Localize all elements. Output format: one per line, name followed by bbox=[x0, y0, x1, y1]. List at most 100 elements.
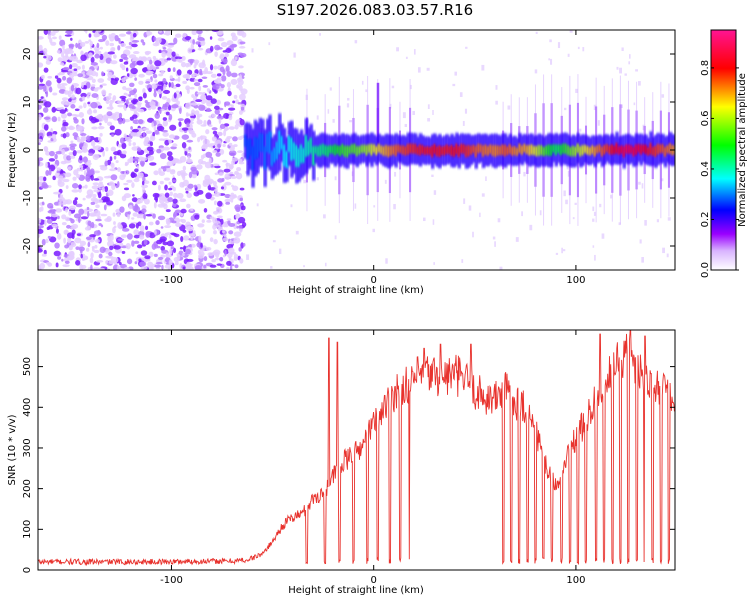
noise-speckle bbox=[327, 109, 330, 114]
noise-speckle bbox=[99, 132, 103, 137]
carrier-cell bbox=[511, 146, 515, 156]
noise-speckle bbox=[515, 237, 519, 242]
noise-speckle bbox=[499, 266, 503, 270]
noise-speckle bbox=[56, 167, 62, 171]
noise-speckle bbox=[173, 211, 178, 217]
noise-speckle bbox=[54, 75, 59, 79]
noise-speckle bbox=[181, 142, 187, 149]
noise-speckle bbox=[87, 241, 91, 248]
noise-speckle bbox=[164, 139, 170, 146]
carrier-cell bbox=[537, 144, 541, 156]
noise-speckle bbox=[107, 71, 113, 79]
noise-speckle bbox=[90, 201, 96, 206]
noise-speckle bbox=[80, 50, 84, 56]
noise-speckle bbox=[391, 85, 395, 89]
noise-speckle bbox=[95, 30, 102, 33]
noise-speckle bbox=[225, 162, 229, 169]
noise-speckle bbox=[210, 98, 217, 104]
carrier-cell bbox=[460, 143, 464, 154]
noise-speckle bbox=[43, 30, 49, 35]
noise-speckle bbox=[71, 94, 75, 99]
noise-speckle bbox=[167, 266, 171, 270]
noise-speckle bbox=[81, 96, 86, 101]
noise-speckle bbox=[141, 208, 147, 214]
noise-speckle bbox=[47, 135, 54, 139]
noise-speckle bbox=[129, 82, 135, 88]
noise-speckle bbox=[52, 133, 57, 140]
noise-speckle bbox=[110, 77, 115, 81]
noise-speckle bbox=[109, 168, 116, 172]
noise-speckle bbox=[104, 218, 112, 222]
y-tick-label: 20 bbox=[22, 48, 33, 61]
carrier-cell bbox=[547, 144, 551, 156]
noise-speckle bbox=[244, 170, 248, 174]
noise-speckle bbox=[128, 54, 137, 59]
carrier-cell bbox=[377, 143, 381, 153]
noise-speckle bbox=[163, 89, 171, 94]
carrier-cell bbox=[278, 130, 282, 154]
noise-speckle bbox=[232, 185, 239, 192]
noise-speckle bbox=[121, 250, 126, 255]
carrier-cell bbox=[256, 138, 260, 158]
noise-speckle bbox=[268, 42, 271, 46]
noise-speckle bbox=[171, 220, 177, 224]
carrier-cell bbox=[404, 146, 408, 156]
carrier-cell bbox=[596, 145, 600, 154]
noise-speckle bbox=[53, 250, 61, 257]
noise-speckle bbox=[198, 253, 204, 259]
noise-speckle bbox=[93, 109, 97, 114]
noise-speckle bbox=[62, 44, 65, 51]
carrier-cell bbox=[433, 144, 437, 154]
noise-speckle bbox=[62, 264, 70, 268]
noise-speckle bbox=[186, 124, 190, 128]
noise-speckle bbox=[452, 83, 456, 87]
noise-speckle bbox=[578, 128, 582, 132]
carrier-cell bbox=[358, 146, 362, 155]
noise-speckle bbox=[182, 32, 187, 38]
noise-speckle bbox=[230, 104, 234, 108]
noise-speckle bbox=[61, 126, 67, 132]
noise-speckle bbox=[550, 58, 553, 65]
noise-speckle bbox=[51, 106, 57, 113]
noise-speckle bbox=[230, 78, 238, 86]
noise-speckle bbox=[117, 167, 121, 173]
noise-speckle bbox=[409, 84, 412, 90]
noise-speckle bbox=[167, 155, 174, 161]
noise-speckle bbox=[62, 178, 70, 183]
noise-speckle bbox=[72, 199, 78, 206]
noise-speckle bbox=[638, 81, 641, 86]
noise-speckle bbox=[191, 102, 198, 106]
noise-speckle bbox=[69, 64, 73, 70]
noise-speckle bbox=[432, 110, 434, 115]
carrier-cell bbox=[307, 140, 311, 156]
carrier-cell bbox=[317, 146, 321, 157]
carrier-cell bbox=[661, 144, 665, 154]
noise-speckle bbox=[117, 104, 124, 108]
noise-speckle bbox=[354, 40, 358, 44]
noise-speckle bbox=[164, 225, 172, 229]
noise-speckle bbox=[56, 77, 62, 84]
noise-speckle bbox=[384, 179, 387, 184]
noise-speckle bbox=[198, 104, 206, 111]
noise-speckle bbox=[89, 257, 94, 264]
noise-speckle bbox=[217, 37, 225, 42]
noise-speckle bbox=[616, 66, 619, 70]
noise-speckle bbox=[69, 72, 75, 79]
noise-speckle bbox=[70, 140, 74, 144]
noise-speckle bbox=[137, 198, 141, 204]
carrier-cell bbox=[600, 146, 604, 157]
page-title: S197.2026.083.03.57.R16 bbox=[276, 1, 474, 19]
noise-speckle bbox=[143, 239, 148, 246]
noise-speckle bbox=[226, 82, 232, 88]
noise-speckle bbox=[68, 210, 72, 216]
carrier-cell bbox=[389, 145, 393, 156]
noise-speckle bbox=[118, 112, 123, 119]
snr-plot-area bbox=[38, 330, 675, 567]
noise-speckle bbox=[628, 61, 631, 65]
noise-speckle bbox=[186, 122, 191, 125]
carrier-cell bbox=[591, 145, 595, 154]
noise-speckle bbox=[111, 133, 115, 137]
carrier-cell bbox=[426, 146, 430, 155]
y-tick-label: 100 bbox=[22, 520, 33, 539]
noise-speckle bbox=[214, 172, 219, 176]
